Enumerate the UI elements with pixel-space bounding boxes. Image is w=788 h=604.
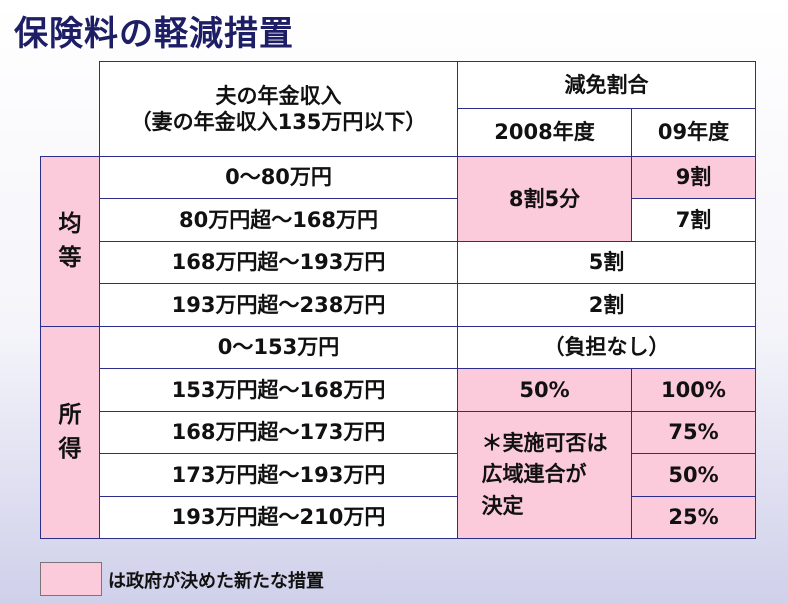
rate-r4: 2割 [457, 283, 756, 327]
corner-cell [40, 61, 100, 157]
income-header-line1: 夫の年金収入 [215, 83, 342, 108]
income-header-line2: （妻の年金収入135万円以下） [130, 110, 427, 134]
page-title: 保険料の軽減措置 [14, 14, 294, 54]
year-09-header: 09年度 [631, 108, 756, 157]
rate-r8-09: 50% [631, 453, 756, 497]
income-row-9: 193万円超～210万円 [99, 496, 458, 539]
income-row-2: 80万円超～168万円 [99, 198, 458, 242]
income-row-5: 0～153万円 [99, 326, 458, 369]
income-row-4: 193万円超～238万円 [99, 283, 458, 327]
group-shotoku-char2: 得 [58, 435, 82, 462]
income-header: 夫の年金収入 （妻の年金収入135万円以下） [99, 61, 458, 157]
group-kinto: 均等 [40, 156, 100, 327]
group-kinto-char2: 等 [58, 244, 82, 271]
rate-r6-09: 100% [631, 368, 756, 412]
income-row-3: 168万円超～193万円 [99, 241, 458, 284]
note-line1: ＊実施可否は [481, 430, 608, 455]
group-kinto-char1: 均 [58, 211, 82, 238]
rate-r6-2008: 50% [457, 368, 632, 412]
rate-r5: （負担なし） [457, 326, 756, 369]
note-cell: ＊実施可否は 広域連合が 決定 [457, 411, 632, 539]
note-line3: 決定 [481, 493, 524, 518]
legend-text: は政府が決めた新たな措置 [108, 571, 324, 592]
rate-r2-09: 7割 [631, 198, 756, 242]
rate-r9-09: 25% [631, 496, 756, 539]
income-row-1: 0～80万円 [99, 156, 458, 199]
income-row-7: 168万円超～173万円 [99, 411, 458, 454]
income-row-6: 153万円超～168万円 [99, 368, 458, 412]
rate-r12-2008: 8割5分 [457, 156, 632, 242]
year-2008-header: 2008年度 [457, 108, 632, 157]
group-shotoku: 所得 [40, 326, 100, 539]
rate-r1-09: 9割 [631, 156, 756, 199]
rate-r7-09: 75% [631, 411, 756, 454]
reduction-header: 減免割合 [457, 61, 756, 109]
rate-r3: 5割 [457, 241, 756, 284]
income-row-8: 173万円超～193万円 [99, 453, 458, 497]
note-line2: 広域連合が [481, 462, 587, 487]
legend-swatch [40, 562, 102, 596]
reduction-table: 夫の年金収入 （妻の年金収入135万円以下） 減免割合 2008年度 09年度 … [40, 61, 756, 539]
group-shotoku-char1: 所 [58, 402, 82, 429]
